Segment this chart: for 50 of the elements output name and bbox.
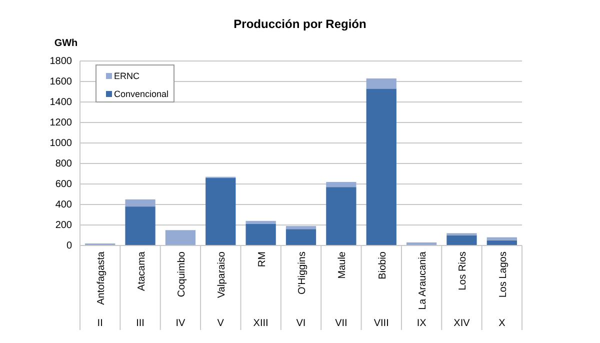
x-tick-label: Los Rios	[458, 252, 469, 290]
text: X	[498, 318, 506, 329]
bar	[326, 182, 356, 188]
x-tick-label: Biobio	[377, 251, 388, 280]
y-tick-label: 1400	[50, 97, 72, 108]
x-tick-label: La Araucania	[418, 251, 429, 310]
legend-label: Convencional	[114, 89, 169, 99]
y-tick-label: 0	[66, 240, 72, 252]
bar	[286, 229, 316, 246]
bar	[165, 230, 196, 246]
bar	[246, 220, 276, 224]
bar	[366, 88, 396, 246]
text: VIII	[374, 318, 389, 329]
bar	[446, 235, 477, 246]
y-tick-label: 600	[55, 179, 72, 190]
x-tick-label: Maule	[337, 251, 348, 279]
x-tick-label: RM	[256, 252, 268, 268]
text: VI	[296, 318, 306, 329]
text: II	[97, 318, 103, 329]
y-tick-label: 800	[55, 158, 72, 170]
y-tick-label: 1800	[50, 56, 72, 68]
chart-title: Producción por Región	[234, 17, 366, 31]
y-tick-label: 1600	[50, 76, 72, 88]
bar	[486, 237, 517, 240]
x-tick-label: Atacama	[136, 251, 148, 291]
y-tick-label: 1200	[50, 118, 72, 129]
text: V	[217, 318, 224, 329]
bar	[366, 78, 396, 89]
x-tick-label: Antofagasta	[96, 251, 108, 305]
x-tick-label: Valparaiso	[216, 251, 228, 298]
text: XIII	[253, 318, 268, 329]
x-tick-label: Coquimbo	[176, 251, 188, 298]
bar	[286, 226, 316, 230]
bar	[125, 206, 156, 246]
text: III	[136, 318, 144, 329]
legend-label: ERNC	[114, 71, 140, 81]
x-tick-label: Los Lagos	[498, 252, 509, 298]
text: XIV	[454, 318, 470, 329]
y-tick-label: 200	[55, 220, 72, 232]
text: IV	[176, 318, 186, 329]
bar	[326, 187, 356, 246]
bar	[125, 199, 156, 207]
bar	[246, 224, 276, 246]
text: VII	[335, 318, 348, 329]
bar	[206, 178, 236, 246]
text: IX	[416, 318, 427, 329]
x-tick-label: O'Higgins	[297, 252, 308, 295]
y-tick-label: 400	[55, 200, 72, 211]
y-axis-title: GWh	[54, 38, 78, 49]
y-tick-label: 1000	[50, 138, 72, 150]
